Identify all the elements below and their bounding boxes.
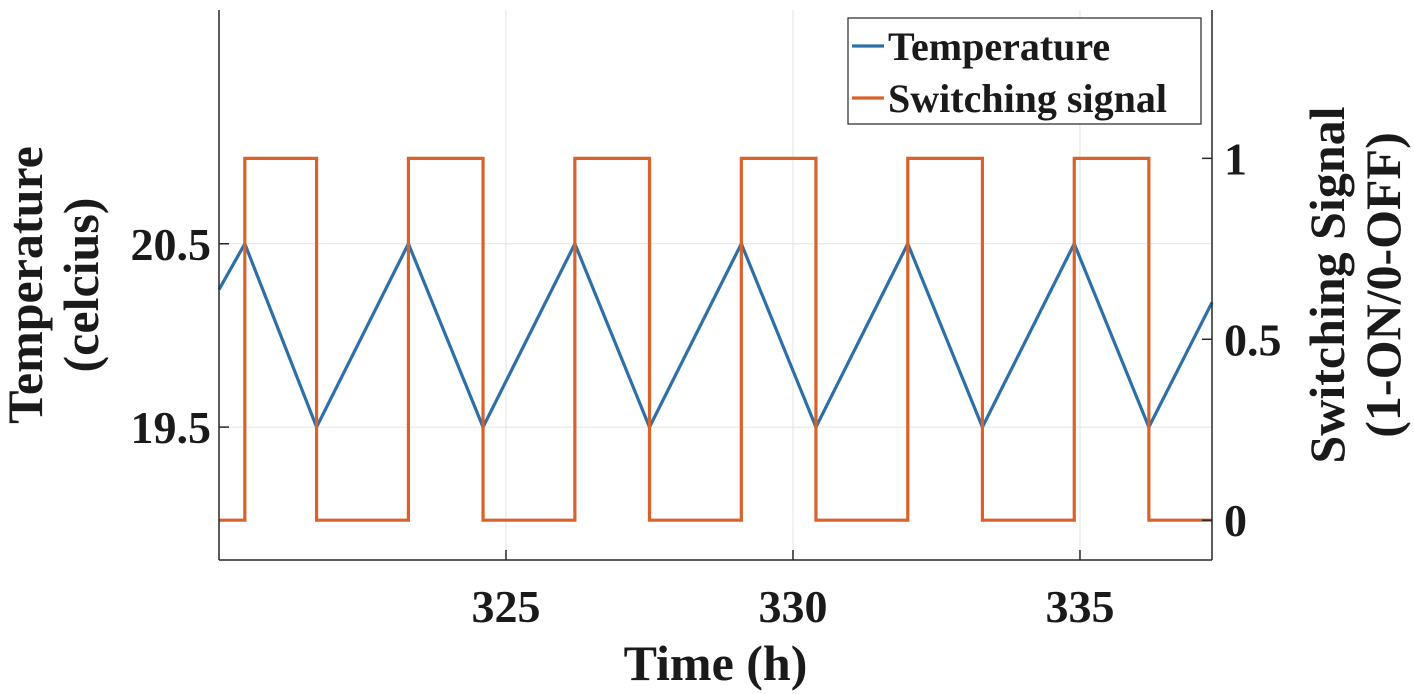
y-tick-label-right-0: 0 (1224, 495, 1247, 546)
y-axis-label-left: Temperature(celcius) (0, 146, 109, 424)
series-line-switching-signal (219, 156, 1212, 522)
y-axis-label-right: Switching Signal(1-ON/0-OFF) (1299, 106, 1411, 463)
y-axis-label-left-line-1: (celcius) (53, 198, 109, 373)
y-axis-label-left-line-0: Temperature (0, 146, 53, 424)
series-line-temperature (217, 239, 1214, 432)
y-axis-label-right-line-1: (1-ON/0-OFF) (1355, 132, 1411, 437)
series-layer (217, 156, 1214, 522)
y-tick-label-left-0: 19.5 (131, 402, 212, 453)
x-tick-label-0: 325 (471, 581, 540, 632)
y-tick-label-left-1: 20.5 (131, 219, 212, 270)
x-axis-label: Time (h) (624, 635, 808, 691)
x-tick-label-1: 330 (758, 581, 827, 632)
y-tick-label-right-2: 1 (1224, 133, 1247, 184)
axes: 325 330 335 19.5 20.5 0 0.5 1 Time (h) Temperatur… (0, 10, 1411, 691)
y-axis-label-right-line-0: Switching Signal (1299, 106, 1355, 463)
legend-entry-1: Switching signal (888, 76, 1167, 121)
y-tick-label-right-1: 0.5 (1224, 314, 1282, 365)
x-tick-label-2: 335 (1045, 581, 1114, 632)
legend-entry-0: Temperature (888, 24, 1110, 69)
legend-box (847, 17, 1202, 125)
legend: Temperature Switching signal (847, 17, 1202, 125)
